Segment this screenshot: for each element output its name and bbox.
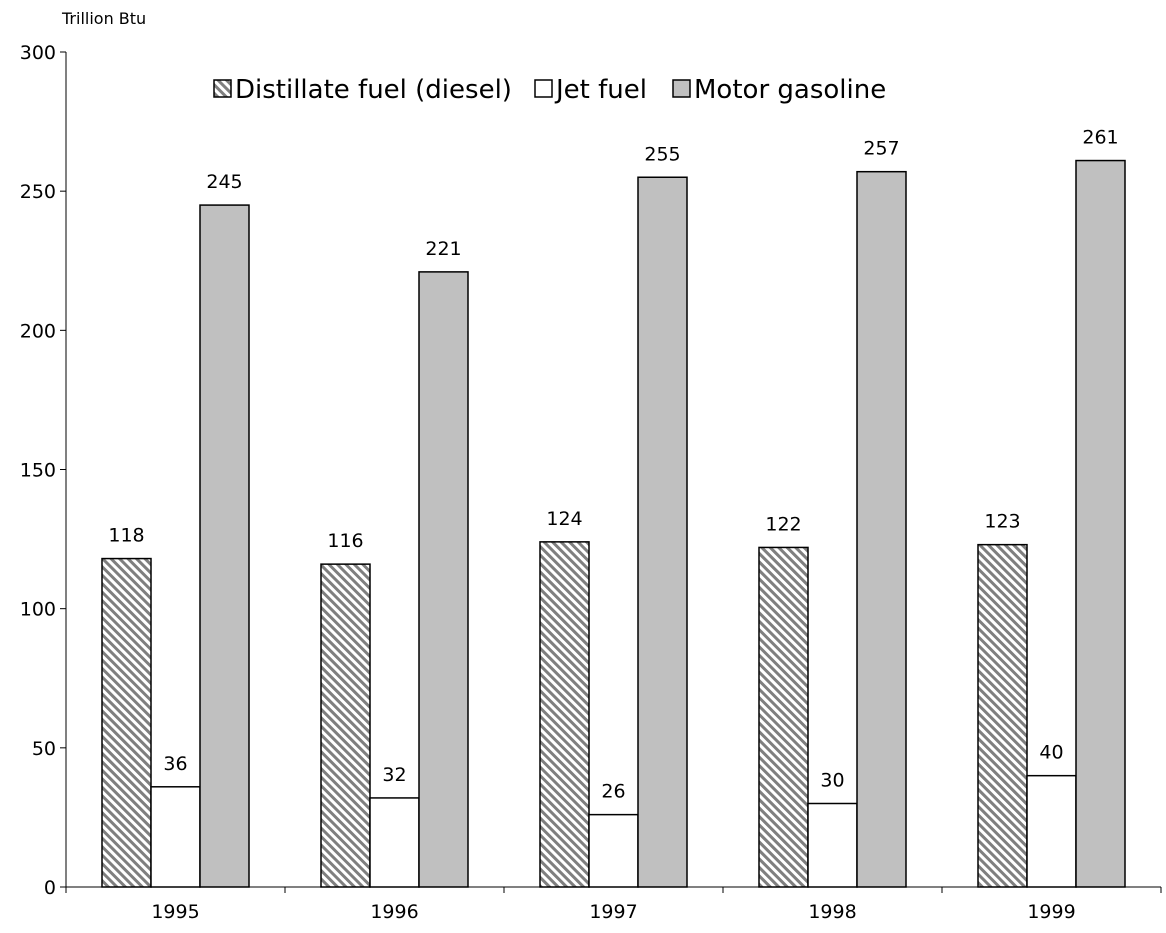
y-tick-label: 300 [20, 42, 56, 64]
y-axis-unit-label: Trillion Btu [61, 9, 146, 28]
data-label: 118 [108, 525, 144, 547]
y-tick-label: 100 [20, 599, 56, 621]
y-tick-label: 150 [20, 460, 56, 482]
legend-label: Motor gasoline [694, 75, 886, 105]
y-tick-label: 200 [20, 320, 56, 342]
bar [856, 170, 907, 888]
x-tick-label: 1998 [808, 901, 856, 923]
bars [101, 159, 1126, 888]
data-label: 261 [1082, 127, 1118, 149]
data-labels: 118 36 245 116 32 221 124 26 255 122 30 257 123 40 261 [108, 127, 1118, 803]
y-tick-label: 50 [32, 738, 56, 760]
data-label: 257 [863, 138, 899, 160]
bar [637, 176, 688, 888]
bar [758, 546, 809, 888]
data-label: 123 [984, 511, 1020, 533]
data-label: 116 [327, 530, 363, 552]
data-label: 32 [382, 764, 406, 786]
bar [199, 204, 250, 888]
y-tick-label: 250 [20, 181, 56, 203]
x-tick-label: 1997 [589, 901, 637, 923]
axes: 0 50 100 150 200 250 300 1995 1996 1997 1998 1999 [20, 42, 1162, 923]
data-label: 255 [644, 143, 680, 165]
data-label: 245 [206, 171, 242, 193]
bar [1026, 774, 1077, 888]
legend-label: Distillate fuel (diesel) [235, 75, 512, 105]
bar [539, 541, 590, 888]
data-label: 40 [1039, 742, 1063, 764]
bar [369, 797, 420, 888]
data-label: 26 [601, 781, 625, 803]
bar [977, 543, 1028, 888]
bar [418, 271, 469, 888]
legend-swatch [534, 79, 553, 98]
bar [150, 786, 201, 888]
legend-label: Jet fuel [554, 75, 647, 105]
data-label: 30 [820, 770, 844, 792]
legend: Distillate fuel (diesel) Jet fuel Motor ga… [213, 75, 886, 105]
legend-swatch [672, 79, 691, 98]
legend-swatch [213, 79, 232, 98]
x-tick-label: 1996 [370, 901, 418, 923]
data-label: 122 [765, 513, 801, 535]
x-tick-label: 1999 [1027, 901, 1075, 923]
x-tick-label: 1995 [151, 901, 199, 923]
y-tick-label: 0 [44, 877, 56, 899]
bar [807, 802, 858, 888]
bar [1075, 159, 1126, 888]
bar [320, 563, 371, 888]
bar [588, 813, 639, 888]
data-label: 36 [163, 753, 187, 775]
bar [101, 557, 152, 888]
data-label: 221 [425, 238, 461, 260]
data-label: 124 [546, 508, 582, 530]
